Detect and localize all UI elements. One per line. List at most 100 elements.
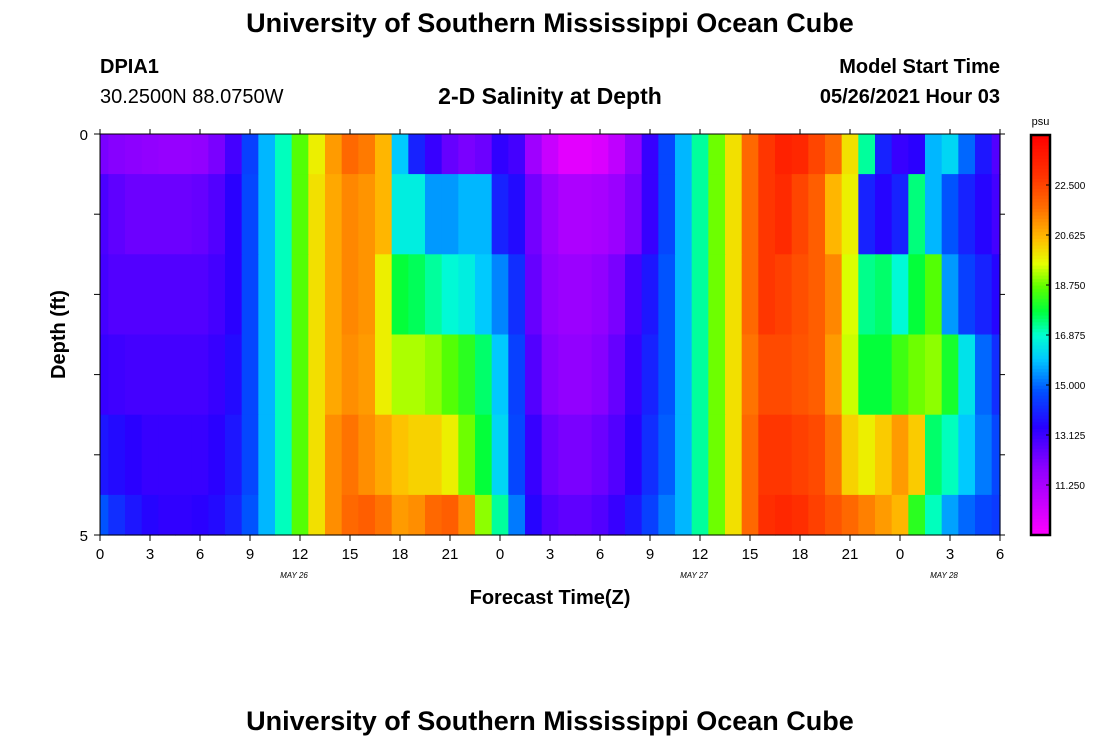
colorbar-segment (1031, 415, 1050, 419)
heatmap-cell (408, 414, 426, 496)
colorbar-segment (1031, 531, 1050, 536)
heatmap-cell (191, 254, 209, 336)
heatmap-cell (191, 414, 209, 496)
heatmap-cell (441, 334, 459, 416)
heatmap-cell (358, 414, 376, 496)
heatmap-cell (241, 414, 259, 496)
heatmap-cell (941, 334, 959, 416)
colorbar-segment (1031, 428, 1050, 433)
colorbar-segment (1031, 451, 1050, 456)
heatmap-cell (858, 174, 876, 255)
colorbar-segment (1031, 405, 1050, 409)
heatmap-cell (741, 254, 759, 336)
heatmap-cell (708, 414, 726, 496)
heatmap-cell (941, 254, 959, 336)
footer-title: University of Southern Mississippi Ocean… (246, 706, 854, 736)
heatmap-cell (858, 414, 876, 496)
heatmap-cell (808, 494, 826, 536)
heatmap-cell (425, 134, 443, 175)
heatmap-cell (175, 134, 193, 175)
x-tick-label: 12 (692, 546, 709, 563)
heatmap-cell (958, 254, 976, 336)
heatmap-cell (241, 254, 259, 336)
heatmap-cell (591, 334, 609, 416)
heatmap-cell (108, 414, 126, 496)
heatmap-cell (408, 174, 426, 255)
colorbar-segment (1031, 225, 1050, 229)
heatmap-cell (525, 334, 543, 416)
colorbar-segment (1031, 505, 1050, 509)
heatmap-cell (941, 134, 959, 175)
heatmap-cell (758, 134, 776, 175)
heatmap-cell (925, 494, 943, 536)
heatmap-cell (975, 334, 993, 416)
heatmap-cell (758, 414, 776, 496)
heatmap-cell (541, 334, 559, 416)
x-tick-label: 3 (946, 546, 954, 563)
heatmap-cell (825, 334, 843, 416)
colorbar-segment (1031, 448, 1050, 453)
x-axis-label: Forecast Time(Z) (470, 587, 631, 609)
heatmap-cell (891, 254, 909, 336)
station-coordinates: 30.2500N 88.0750W (100, 86, 284, 108)
heatmap-cell (341, 174, 359, 255)
heatmap-cell (708, 494, 726, 536)
heatmap-cell (141, 174, 159, 255)
heatmap-cell (375, 254, 393, 336)
heatmap-cell (758, 254, 776, 336)
colorbar-segment (1031, 391, 1050, 396)
heatmap-cell (108, 174, 126, 255)
heatmap-cell (875, 134, 893, 175)
heatmap-cell (991, 414, 1001, 496)
heatmap-cell (241, 494, 259, 536)
heatmap-cell (791, 334, 809, 416)
heatmap-cell (808, 414, 826, 496)
heatmap-cell (625, 134, 643, 175)
heatmap-cell (908, 254, 926, 336)
heatmap-cell (991, 174, 1001, 255)
x-tick-label: 12 (292, 546, 309, 563)
heatmap-cell (558, 334, 576, 416)
x-tick-label: 0 (96, 546, 104, 563)
colorbar-segment (1031, 305, 1050, 309)
heatmap-cell (658, 414, 676, 496)
heatmap-cell (391, 334, 409, 416)
heatmap-cell (725, 414, 743, 496)
heatmap-cell (825, 134, 843, 175)
colorbar-segment (1031, 358, 1050, 363)
colorbar-segment (1031, 401, 1050, 406)
heatmap-cell (391, 254, 409, 336)
heatmap-cell (241, 134, 259, 175)
heatmap-cell (341, 334, 359, 416)
heatmap-cell (991, 134, 1001, 175)
colorbar-segment (1031, 211, 1050, 216)
heatmap-cell (558, 494, 576, 536)
heatmap-cell (808, 174, 826, 255)
y-tick-label: 5 (80, 528, 88, 545)
colorbar-segment (1031, 258, 1050, 263)
station-id: DPIA1 (100, 56, 159, 78)
heatmap-cell (741, 134, 759, 175)
x-tick-label: 9 (246, 546, 254, 563)
colorbar-segment (1031, 381, 1050, 386)
heatmap-cell (508, 174, 526, 255)
colorbar-segment (1031, 438, 1050, 443)
colorbar-segment (1031, 261, 1050, 266)
heatmap-cell (375, 494, 393, 536)
heatmap-cell (625, 174, 643, 255)
heatmap-cell (741, 494, 759, 536)
heatmap-cell (775, 134, 793, 175)
heatmap-cell (425, 414, 443, 496)
heatmap-cell (575, 134, 593, 175)
heatmap-cell (941, 174, 959, 255)
heatmap-cell (158, 254, 176, 336)
heatmap-cell (525, 134, 543, 175)
heatmap-cell (291, 174, 309, 255)
heatmap-cell (475, 174, 493, 255)
plot-title: 2-D Salinity at Depth (438, 83, 662, 109)
heatmap-cell (208, 414, 226, 496)
colorbar-segment (1031, 175, 1050, 179)
heatmap-cell (508, 494, 526, 536)
heatmap-cell (491, 494, 509, 536)
heatmap-cell (108, 494, 126, 536)
